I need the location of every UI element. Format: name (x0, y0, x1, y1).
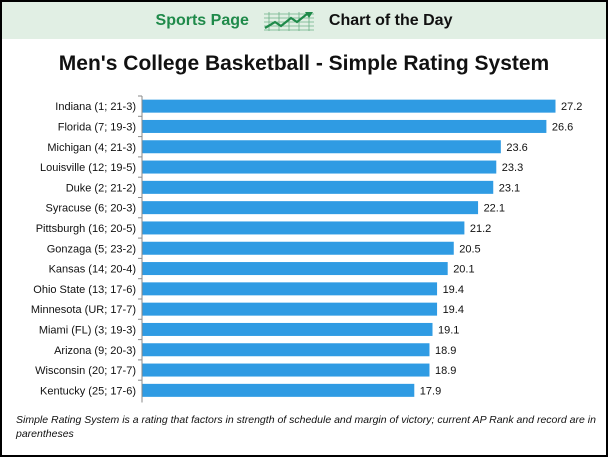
bar (142, 241, 454, 255)
category-label: Florida (7; 19-3) (58, 121, 136, 133)
chart-title: Men's College Basketball - Simple Rating… (58, 52, 550, 75)
category-label: Indiana (1; 21-3) (55, 101, 136, 113)
bar (142, 363, 430, 377)
category-label: Miami (FL) (3; 19-3) (39, 324, 136, 336)
category-label: Kansas (14; 20-4) (49, 264, 136, 276)
bar (142, 140, 501, 154)
value-label: 20.5 (459, 243, 480, 255)
value-label: 18.9 (435, 365, 456, 377)
bar (142, 99, 556, 113)
bar (142, 282, 438, 296)
category-label: Syracuse (6; 20-3) (46, 203, 136, 215)
value-label: 22.1 (484, 203, 505, 215)
category-label: Michigan (4; 21-3) (47, 142, 136, 154)
bar (142, 201, 479, 215)
bar (142, 322, 433, 336)
trend-up-chart-icon (263, 11, 314, 31)
bar (142, 383, 415, 397)
value-label: 26.6 (552, 121, 573, 133)
value-label: 23.6 (506, 142, 527, 154)
value-label: 20.1 (453, 264, 474, 276)
category-label: Pittsburgh (16; 20-5) (36, 223, 136, 235)
category-label: Wisconsin (20; 17-7) (35, 365, 136, 377)
value-label: 23.1 (499, 182, 520, 194)
category-label: Ohio State (13; 17-6) (33, 284, 136, 296)
brand-name: Sports Page (155, 11, 249, 29)
bar (142, 119, 547, 133)
bar (142, 343, 430, 357)
category-label: Gonzaga (5; 23-2) (47, 243, 136, 255)
category-label: Louisville (12; 19-5) (40, 162, 136, 174)
category-label: Arizona (9; 20-3) (54, 345, 136, 357)
bar (142, 160, 497, 174)
bar (142, 262, 448, 276)
value-label: 18.9 (435, 345, 456, 357)
value-label: 17.9 (420, 385, 441, 397)
footnote: Simple Rating System is a rating that fa… (16, 414, 596, 440)
value-label: 23.3 (502, 162, 523, 174)
category-label: Duke (2; 21-2) (66, 182, 136, 194)
bar (142, 221, 465, 235)
bar (142, 302, 438, 316)
bar (142, 180, 494, 194)
chart-of-the-day-label: Chart of the Day (328, 11, 453, 29)
category-label: Kentucky (25; 17-6) (40, 385, 136, 397)
value-label: 19.4 (443, 284, 464, 296)
value-label: 19.1 (438, 324, 459, 336)
category-label: Minnesota (UR; 17-7) (31, 304, 136, 316)
header-banner: Sports Page Chart of the Day (2, 2, 606, 39)
value-label: 19.4 (443, 304, 464, 316)
value-label: 21.2 (470, 223, 491, 235)
value-label: 27.2 (561, 101, 582, 113)
